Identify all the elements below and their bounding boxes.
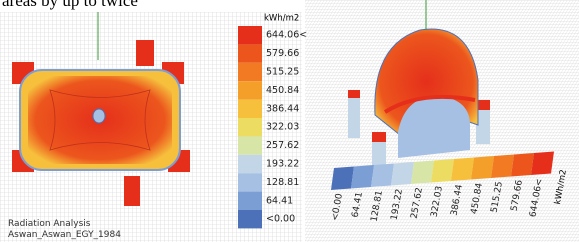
- legend-label: 64.41: [266, 195, 293, 206]
- legend-swatch: [238, 155, 262, 173]
- legend-swatch: [531, 152, 554, 176]
- legend-swatch: [238, 26, 262, 44]
- legend-label: 515.25: [266, 67, 299, 78]
- caption-line: Radiation Analysis: [8, 219, 91, 229]
- skylight: [93, 109, 105, 123]
- legend-label: 322.03: [266, 122, 299, 133]
- legend-label: 128.81: [266, 177, 299, 188]
- legend-swatch: [238, 192, 262, 210]
- legend-swatch: [238, 118, 262, 136]
- legend-label: <0.00: [266, 214, 295, 225]
- block: [372, 132, 386, 142]
- caption-line: Aswan_Aswan_EGY_1984: [8, 230, 121, 240]
- legend-label: 450.84: [266, 85, 299, 96]
- legend-label: 257.62: [266, 140, 299, 151]
- legend-swatch: [511, 153, 534, 177]
- legend-swatch: [351, 165, 374, 189]
- legend-swatch: [238, 100, 262, 118]
- legend-swatch: [391, 162, 414, 186]
- legend-swatch: [238, 210, 262, 228]
- block: [124, 176, 140, 206]
- block: [136, 40, 154, 66]
- block: [348, 90, 360, 98]
- legend-swatch: [238, 81, 262, 99]
- block: [348, 98, 360, 138]
- legend-swatch: [431, 159, 454, 183]
- legend-swatch: [451, 158, 474, 182]
- figure: areas by up to twice kWh/m2 Radiation An…: [0, 0, 579, 242]
- legend-swatch: [238, 136, 262, 154]
- left-panel: kWh/m2 Radiation Analysis Aswan_Aswan_EG…: [0, 12, 307, 242]
- legend-swatch: [411, 161, 434, 185]
- header-text: areas by up to twice: [2, 0, 138, 10]
- legend-unit: kWh/m2: [264, 14, 299, 24]
- legend-label: 644.06<: [266, 30, 307, 41]
- legend-label: 386.44: [266, 103, 299, 114]
- legend-swatch: [238, 173, 262, 191]
- legend-swatch: [491, 155, 514, 179]
- legend-swatch: [371, 164, 394, 188]
- legend-swatch: [471, 156, 494, 180]
- legend-swatch: [331, 167, 354, 191]
- legend-swatch: [238, 44, 262, 62]
- legend-label: 193.22: [266, 159, 299, 170]
- legend-label: 579.66: [266, 48, 299, 59]
- legend-swatch: [238, 63, 262, 81]
